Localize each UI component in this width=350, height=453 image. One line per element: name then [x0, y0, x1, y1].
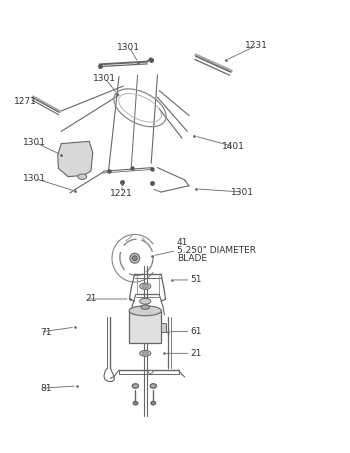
Ellipse shape: [148, 371, 153, 373]
Ellipse shape: [129, 306, 161, 316]
Text: 51: 51: [191, 275, 202, 284]
Text: 61: 61: [191, 327, 202, 336]
Text: BLADE: BLADE: [177, 254, 207, 263]
Ellipse shape: [130, 253, 140, 263]
Ellipse shape: [78, 174, 87, 179]
Bar: [161, 323, 166, 332]
Ellipse shape: [132, 255, 137, 261]
Ellipse shape: [140, 351, 151, 356]
Text: 1301: 1301: [231, 188, 254, 197]
Polygon shape: [58, 141, 93, 177]
Ellipse shape: [140, 283, 151, 289]
Text: 1271: 1271: [14, 97, 37, 106]
Text: 1301: 1301: [93, 74, 116, 83]
Bar: [129, 311, 161, 343]
Text: 41: 41: [177, 238, 188, 247]
Ellipse shape: [132, 384, 139, 388]
Text: 21: 21: [191, 349, 202, 358]
Ellipse shape: [142, 284, 148, 288]
Text: 21: 21: [86, 294, 97, 304]
Ellipse shape: [142, 352, 148, 355]
Text: 81: 81: [40, 384, 52, 393]
Text: 1221: 1221: [110, 189, 133, 198]
Ellipse shape: [133, 401, 138, 405]
Ellipse shape: [150, 384, 156, 388]
Text: 71: 71: [40, 328, 52, 337]
Ellipse shape: [141, 305, 150, 309]
Text: 1301: 1301: [23, 174, 46, 183]
Text: 1301: 1301: [23, 138, 46, 147]
Text: 1301: 1301: [117, 43, 140, 52]
Text: 1231: 1231: [245, 41, 268, 50]
Text: 5.250" DIAMETER: 5.250" DIAMETER: [177, 246, 256, 255]
Ellipse shape: [140, 298, 151, 304]
Ellipse shape: [151, 401, 156, 405]
Text: 1401: 1401: [222, 142, 245, 151]
